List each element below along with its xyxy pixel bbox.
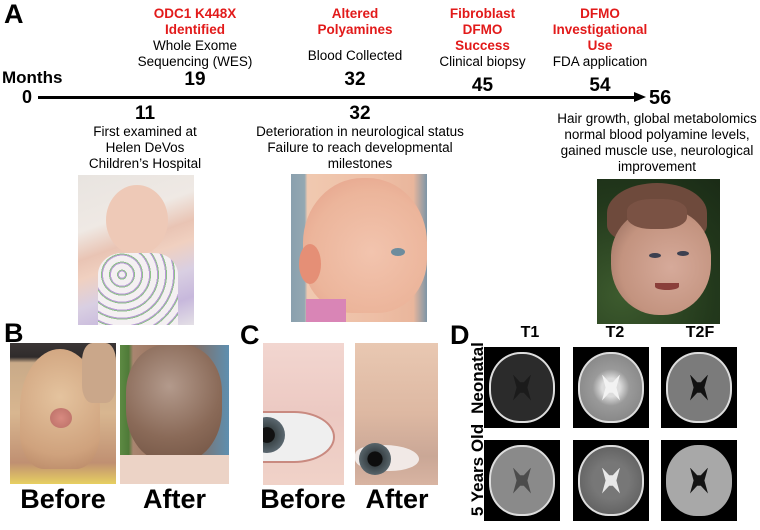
event-desc: milestones: [327, 156, 393, 171]
caption-before: Before: [260, 484, 346, 514]
event-54: DFMO Investigational Use FDA application…: [540, 6, 660, 96]
caption-before: Before: [20, 484, 106, 514]
event-title: Use: [587, 38, 613, 53]
event-desc: improvement: [617, 159, 697, 174]
axis-start: 0: [22, 87, 33, 107]
event-19: ODC1 K448X Identified Whole Exome Sequen…: [120, 6, 270, 90]
child-photo: [597, 179, 720, 324]
mri-5yr-t2: [573, 440, 649, 521]
event-title: Identified: [165, 22, 225, 37]
axis-label-months: Months: [2, 68, 63, 87]
mri-neonatal-t2: [573, 347, 649, 428]
event-56-outcome: Hair growth, global metabolomics normal …: [557, 111, 757, 175]
event-32-below: 32 Deterioration in neurological status …: [245, 104, 475, 172]
event-45: Fibroblast DFMO Success Clinical biopsy …: [425, 6, 540, 96]
panel-letter-d: D: [450, 320, 470, 350]
event-11: 11 First examined at Helen DeVos Childre…: [70, 104, 220, 172]
event-title: Polyamines: [317, 22, 393, 37]
event-title: DFMO: [580, 6, 620, 21]
eye-before-photo: [263, 343, 344, 485]
column-header-t2f: T2F: [685, 324, 715, 341]
toddler-photo: [291, 174, 427, 322]
mri-neonatal-t1: [484, 347, 560, 428]
event-title: Success: [455, 38, 510, 53]
event-desc: Sequencing (WES): [137, 54, 253, 69]
event-desc: FDA application: [552, 54, 648, 69]
event-month: 54: [589, 75, 611, 96]
event-desc: Clinical biopsy: [439, 54, 526, 69]
scalp-after-photo: [120, 345, 229, 484]
event-desc: Whole Exome: [152, 38, 238, 53]
event-desc: Blood Collected: [307, 48, 403, 63]
caption-after: After: [365, 484, 429, 514]
event-desc: Children’s Hospital: [88, 156, 202, 171]
event-32-above: Altered Polyamines Blood Collected 32: [290, 6, 420, 90]
event-desc: Deterioration in neurological status: [256, 124, 464, 139]
event-desc: Hair growth, global metabolomics: [557, 111, 757, 126]
event-month: 32: [349, 103, 371, 124]
event-desc: First examined at: [93, 124, 197, 139]
event-month: 19: [184, 69, 206, 90]
mri-5yr-t1: [484, 440, 560, 521]
event-desc: Failure to reach developmental: [267, 140, 453, 155]
event-month: 32: [344, 69, 366, 90]
event-title: Investigational: [552, 22, 648, 37]
panel-letter-a: A: [4, 0, 24, 29]
event-month: 45: [471, 75, 494, 96]
column-header-t2: T2: [605, 324, 625, 341]
event-title: Fibroblast: [449, 6, 516, 21]
event-desc: Helen DeVos: [105, 140, 185, 155]
mri-neonatal-t2f: [661, 347, 737, 428]
event-desc: gained muscle use, neurological: [560, 143, 754, 158]
event-title: ODC1 K448X: [153, 6, 237, 21]
event-title: DFMO: [462, 22, 503, 37]
caption-after: After: [142, 484, 206, 514]
infant-photo: [78, 175, 194, 325]
panel-letter-b: B: [4, 318, 24, 348]
axis-end: 56: [649, 87, 672, 109]
event-title: Altered: [331, 6, 379, 21]
timeline-axis: [38, 96, 638, 99]
mri-5yr-t2f: [661, 440, 737, 521]
timeline-arrow-icon: [634, 92, 646, 102]
scalp-before-photo: [10, 343, 116, 484]
panel-letter-c: C: [240, 320, 260, 350]
column-header-t1: T1: [520, 324, 540, 341]
event-month: 11: [134, 103, 156, 124]
eye-after-photo: [355, 343, 438, 485]
event-desc: normal blood polyamine levels,: [564, 127, 750, 142]
